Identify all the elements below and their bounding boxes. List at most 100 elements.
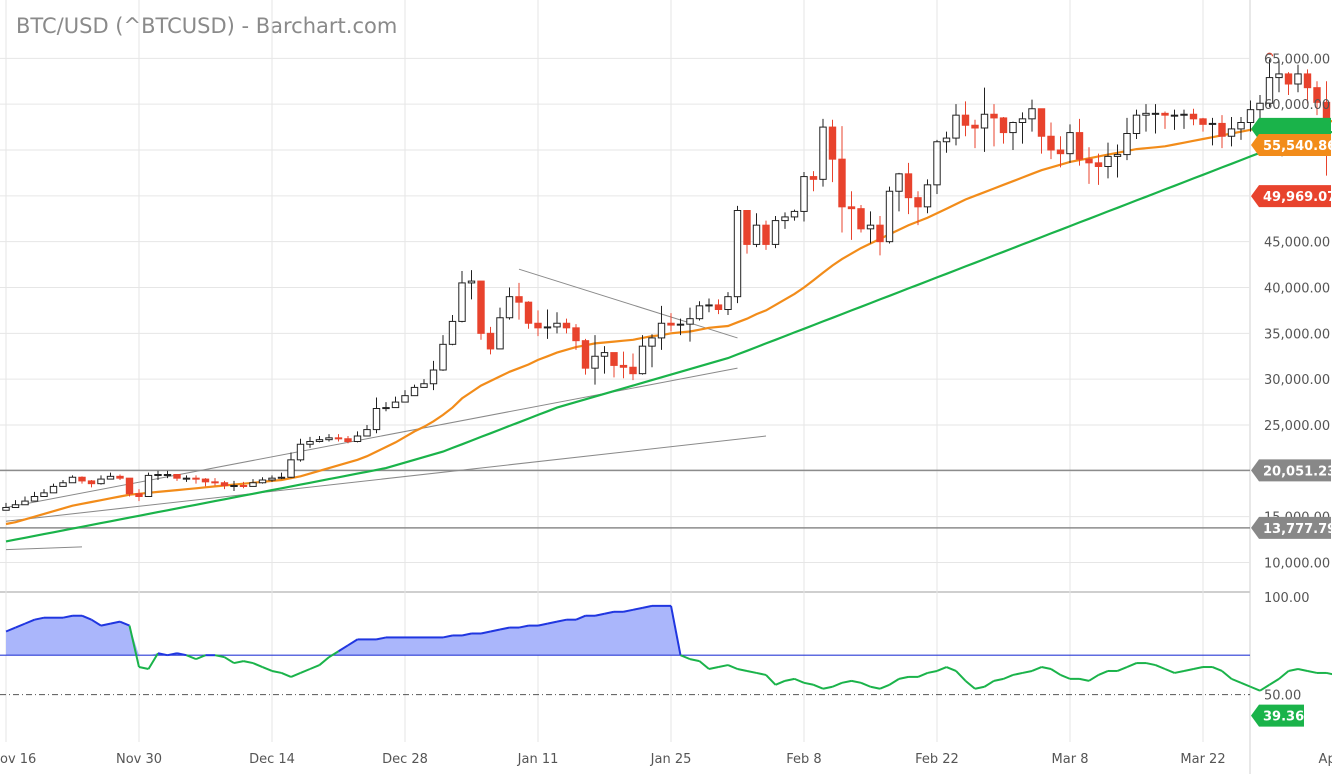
candle-body (952, 114, 960, 139)
candle-body (106, 475, 115, 480)
trendline (518, 268, 738, 339)
oscillator-segment (100, 622, 111, 627)
price-tag-bg (1251, 704, 1304, 727)
candle-body (334, 437, 343, 440)
oscillator-segment (442, 634, 453, 639)
oscillator-segment (955, 670, 967, 682)
candle-body (154, 474, 162, 476)
y-tick-label: 45,000.00 (1264, 236, 1330, 251)
x-tick-label: Mar 22 (1180, 752, 1225, 767)
osc-value-tag: 39.36 (1251, 704, 1304, 727)
candle-body (895, 173, 903, 192)
oscillator-segment (803, 681, 814, 686)
oscillator-segment (993, 677, 1004, 682)
oscillator-segment (1098, 670, 1109, 676)
oscillator-segment (252, 662, 263, 668)
oscillator-segment (138, 666, 149, 670)
candle-body (562, 322, 571, 329)
oscillator-segment (233, 660, 244, 665)
candle-body (1199, 118, 1207, 125)
oscillator-segment (15, 622, 26, 629)
oscillator-segment (1212, 666, 1223, 672)
candle-body (496, 317, 504, 350)
candle-body (1275, 73, 1283, 79)
candle-body (59, 482, 67, 487)
candle-body (543, 326, 552, 329)
oscillator-segment (983, 679, 995, 688)
candle-body (144, 474, 153, 497)
candle-body (705, 304, 713, 307)
candle-body (904, 173, 913, 199)
candle-body (249, 482, 257, 487)
oscillator-segment (186, 654, 197, 661)
oscillator-segment (746, 669, 757, 674)
oscillator-segment (157, 652, 168, 657)
price-tag-bg (1251, 185, 1331, 208)
candle-body (961, 114, 970, 126)
candle-body (1265, 77, 1274, 104)
price-tag: 49,969.07 (1251, 185, 1332, 208)
oscillator-segment (243, 660, 254, 665)
candle-body (1151, 112, 1160, 115)
oscillator-segment (110, 620, 121, 625)
candle-body (230, 485, 238, 487)
oscillator-segment (870, 685, 881, 690)
candle-body (78, 476, 86, 482)
horizontal-levels (0, 469, 1250, 529)
candle-body (1075, 132, 1084, 160)
chart-title: BTC/USD (^BTCUSD) - Barchart.com (16, 14, 398, 38)
candle-body (68, 476, 77, 484)
oscillator-segment (1022, 669, 1033, 674)
oscillator-segment (1031, 666, 1042, 672)
oscillator-segment (1174, 669, 1185, 674)
oscillator-segment (1060, 673, 1071, 680)
oscillator-segment (917, 672, 928, 678)
x-tick-label: Jan 25 (650, 752, 692, 767)
candle-body (714, 304, 723, 310)
candle-body (809, 176, 818, 180)
oscillator-segment (1297, 668, 1308, 672)
candle-body (467, 280, 476, 284)
candle-body (629, 366, 637, 375)
candle-body (610, 352, 618, 366)
oscillator-segment (1088, 674, 1100, 682)
candle-body (49, 485, 58, 494)
candle-body (87, 480, 96, 485)
candle-body (40, 492, 48, 498)
oscillator-segment (898, 675, 909, 680)
candle-body (581, 340, 590, 369)
candle-body (1018, 118, 1027, 124)
candle-body (686, 318, 694, 325)
oscillator-segment (537, 622, 548, 627)
candle-body (942, 137, 951, 143)
candle-body (429, 369, 438, 385)
candle-body (733, 210, 742, 298)
oscillator-segment (347, 638, 359, 647)
oscillator-segment (195, 654, 206, 661)
candle-body (876, 224, 884, 243)
oscillator-segment (480, 630, 491, 635)
oscillator-segment (879, 683, 890, 690)
oscillator-segment (290, 672, 301, 678)
oscillator-segment (34, 616, 45, 621)
oscillator-segment (822, 685, 833, 690)
price-tag-bg (1251, 516, 1331, 539)
candle-body (923, 184, 932, 208)
x-tick-label: Dec 14 (249, 752, 295, 767)
oscillator-segment (461, 632, 472, 637)
candle-body (1313, 87, 1321, 103)
oscillator-segment (860, 681, 871, 688)
candle-body (287, 459, 295, 478)
oscillator-segment (1231, 677, 1242, 684)
oscillator-segment (1240, 681, 1251, 688)
oscillator-segment (262, 666, 273, 672)
oscillator-segment (946, 666, 957, 672)
candle-body (258, 479, 267, 484)
oscillator-segment (547, 620, 558, 625)
candle-body (477, 280, 485, 334)
candle-body (306, 441, 314, 445)
candle-body (1085, 158, 1093, 164)
candle-body (1218, 122, 1226, 137)
x-tick-label: Mar 8 (1052, 752, 1089, 767)
